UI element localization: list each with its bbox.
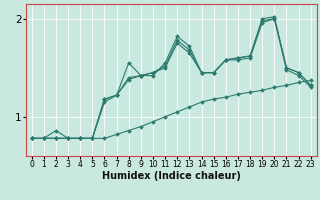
X-axis label: Humidex (Indice chaleur): Humidex (Indice chaleur)	[102, 171, 241, 181]
